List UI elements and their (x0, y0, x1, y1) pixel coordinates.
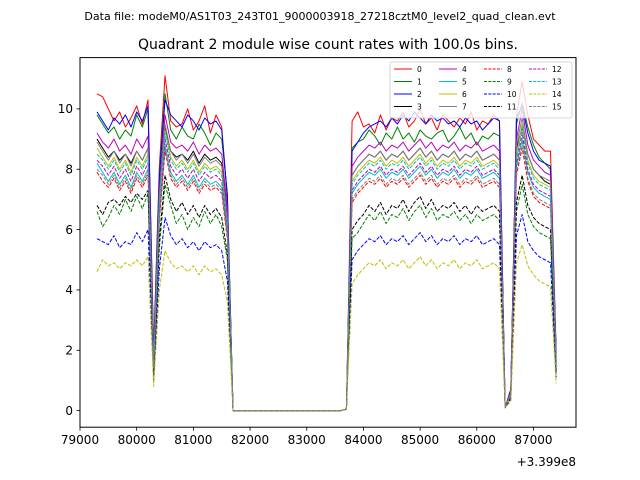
legend-label-10: 10 (507, 90, 517, 99)
legend-label-3: 3 (417, 102, 422, 111)
legend-label-5: 5 (462, 77, 467, 86)
legend-label-15: 15 (552, 102, 562, 111)
legend-label-6: 6 (462, 90, 467, 99)
legend-label-11: 11 (507, 102, 517, 111)
legend-label-12: 12 (552, 65, 562, 74)
y-tick-label: 10 (58, 102, 73, 116)
x-tick-label: 81000 (174, 433, 212, 447)
y-tick-label: 6 (65, 223, 73, 237)
legend-label-7: 7 (462, 102, 467, 111)
x-axis-offset-label: +3.399e8 (517, 455, 576, 469)
series-line-12 (96, 132, 557, 412)
legend-label-1: 1 (417, 77, 422, 86)
legend-label-13: 13 (552, 77, 562, 86)
x-tick-label: 83000 (288, 433, 326, 447)
axes-frame (79, 57, 577, 428)
series-line-9 (96, 183, 557, 412)
data-file-suptitle: Data file: modeM0/AS1T03_243T01_90000039… (84, 10, 556, 23)
legend-label-14: 14 (552, 90, 562, 99)
y-tick-label: 2 (65, 344, 73, 358)
x-tick-label: 82000 (231, 433, 269, 447)
y-tick-label: 0 (65, 404, 73, 418)
y-axis: 0 2 4 6 8 10 (58, 102, 80, 418)
x-axis: 79000 80000 81000 82000 83000 84000 85000 86000… (61, 427, 553, 447)
series-line-15 (96, 141, 557, 412)
legend-label-8: 8 (507, 65, 512, 74)
x-tick-label: 86000 (458, 433, 496, 447)
legend-label-2: 2 (417, 90, 422, 99)
y-tick-label: 4 (65, 283, 73, 297)
legend-label-4: 4 (462, 65, 467, 74)
x-tick-label: 79000 (61, 433, 99, 447)
x-tick-label: 87000 (514, 433, 552, 447)
y-tick-label: 8 (65, 163, 73, 177)
legend-label-9: 9 (507, 77, 512, 86)
legend-label-0: 0 (417, 65, 422, 74)
x-tick-label: 80000 (118, 433, 156, 447)
legend-frame (389, 61, 573, 119)
x-tick-label: 85000 (401, 433, 439, 447)
x-tick-label: 84000 (344, 433, 382, 447)
series-line-14 (96, 244, 557, 412)
chart-title: Quadrant 2 module wise count rates with … (138, 37, 518, 53)
series-layer (96, 75, 557, 412)
